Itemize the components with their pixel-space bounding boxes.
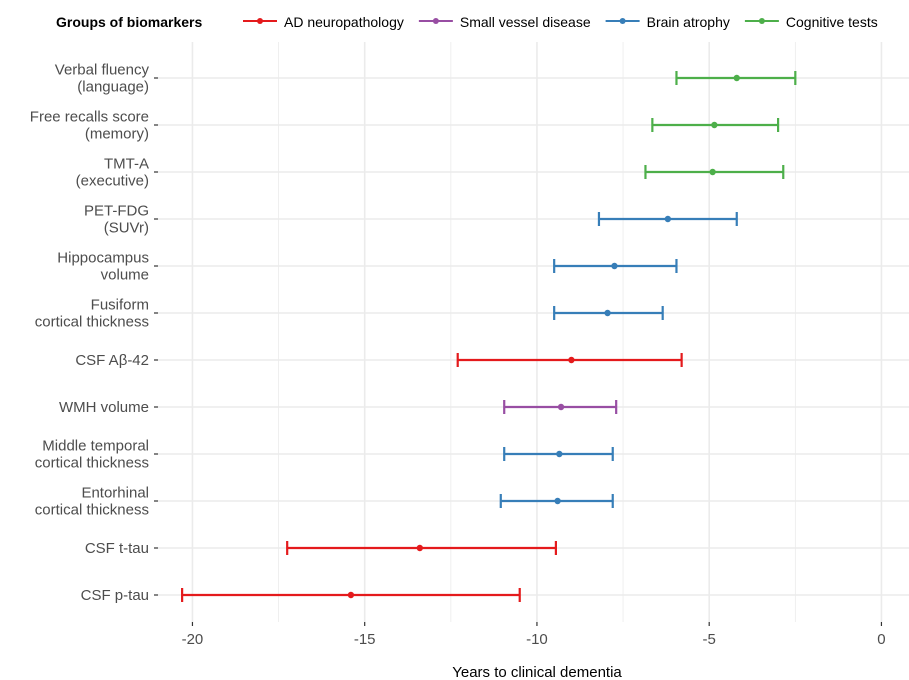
category-label: (executive) (76, 173, 149, 190)
legend: Groups of biomarkers AD neuropathology Sm… (56, 14, 878, 30)
estimate-point (557, 403, 565, 411)
x-tick-label: -15 (354, 631, 376, 648)
category-label: Entorhinal (81, 485, 149, 502)
category-label: cortical thickness (35, 502, 149, 519)
error-bar-7 (503, 400, 618, 414)
x-tick-label: -20 (182, 631, 204, 648)
category-label: Free recalls score (30, 109, 149, 126)
error-bar-6 (456, 353, 683, 367)
y-axis: Verbal fluency(language) Free recalls sco… (30, 62, 158, 604)
legend-label: AD neuropathology (284, 14, 404, 30)
legend-key-point (619, 18, 626, 24)
legend-title: Groups of biomarkers (56, 14, 202, 30)
error-bar-3 (597, 212, 738, 226)
error-bars (181, 71, 797, 602)
category-label: (language) (77, 79, 149, 96)
error-bar-9 (499, 494, 614, 508)
category-label: volume (101, 267, 149, 284)
category-label: TMT-A (104, 156, 149, 173)
estimate-point (416, 544, 424, 552)
estimate-point (611, 262, 618, 270)
legend-key-point (432, 18, 439, 24)
category-label: Hippocampus (57, 250, 149, 267)
legend-item: AD neuropathology (243, 14, 404, 30)
legend-label: Cognitive tests (786, 14, 878, 30)
category-label: CSF p-tau (81, 587, 149, 604)
error-bar-8 (503, 447, 614, 461)
error-bar-1 (651, 118, 780, 132)
error-bar-10 (286, 541, 557, 555)
legend-item: Small vessel disease (418, 14, 591, 30)
estimate-point (711, 121, 718, 129)
legend-entries: AD neuropathology Small vessel disease Bra… (243, 14, 878, 30)
estimate-point (556, 450, 563, 458)
legend-item: Cognitive tests (744, 14, 878, 30)
category-label: cortical thickness (35, 455, 149, 472)
category-label: (memory) (85, 126, 149, 143)
estimate-point (664, 215, 672, 223)
estimate-point (568, 356, 575, 364)
x-tick-label: 0 (877, 631, 885, 648)
plot-panel (158, 42, 909, 622)
category-label: (SUVr) (104, 220, 149, 237)
error-bar-2 (644, 165, 785, 179)
estimate-point (554, 497, 561, 505)
category-label: Middle temporal (42, 438, 149, 455)
category-label: cortical thickness (35, 314, 149, 331)
category-label: Fusiform (91, 297, 149, 314)
category-label: WMH volume (59, 399, 149, 416)
error-bar-0 (675, 71, 797, 85)
x-tick-label: -10 (526, 631, 548, 648)
x-axis-title: Years to clinical dementia (452, 664, 622, 680)
category-label: CSF Aβ-42 (75, 352, 149, 369)
legend-label: Brain atrophy (647, 14, 730, 30)
category-label: CSF t-tau (85, 540, 149, 557)
legend-key-point (758, 18, 765, 24)
estimate-point (733, 74, 740, 82)
category-label: PET-FDG (84, 203, 149, 220)
legend-item: Brain atrophy (605, 14, 730, 30)
error-bar-4 (553, 259, 678, 273)
estimate-point (709, 168, 716, 176)
legend-label: Small vessel disease (460, 14, 591, 30)
legend-key-point (257, 18, 263, 24)
estimate-point (604, 309, 611, 317)
error-bar-11 (181, 588, 521, 602)
x-tick-label: -5 (703, 631, 716, 648)
estimate-point (347, 591, 355, 599)
category-label: Verbal fluency (55, 62, 150, 79)
x-axis: -20 -15 -10 -5 0 (182, 622, 886, 648)
gridlines (158, 42, 909, 622)
error-bar-5 (553, 306, 664, 320)
